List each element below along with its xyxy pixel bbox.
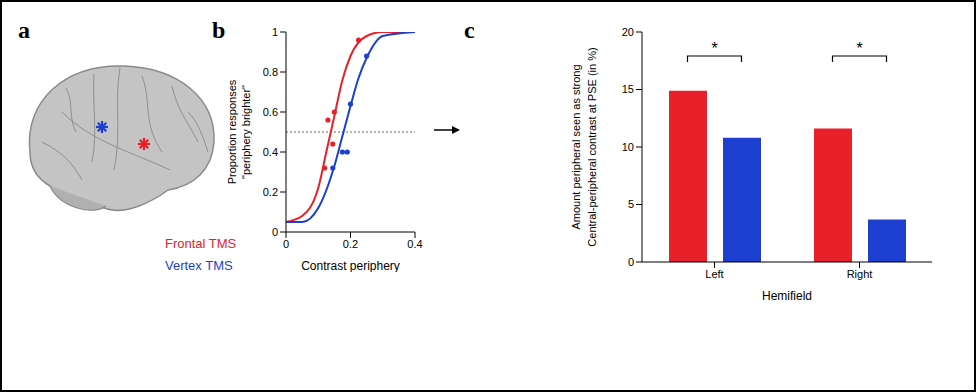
svg-text:0.2: 0.2 [343,238,358,250]
svg-text:"periphery brighter": "periphery brighter" [240,85,252,179]
svg-text:*: * [856,40,862,57]
svg-text:0: 0 [272,226,278,238]
svg-text:0.4: 0.4 [407,238,422,250]
svg-text:0.8: 0.8 [263,66,278,78]
svg-text:Vertex TMS: Vertex TMS [165,258,233,273]
svg-text:5: 5 [628,198,634,210]
svg-text:0: 0 [283,238,289,250]
svg-text:Frontal TMS: Frontal TMS [165,236,237,251]
svg-text:c: c [464,17,475,43]
svg-text:Central-peripheral contrast at: Central-peripheral contrast at PSE (in %… [586,47,598,246]
svg-text:b: b [212,17,225,43]
svg-text:Contrast periphery: Contrast periphery [301,259,400,272]
svg-text:Right: Right [847,268,873,280]
svg-text:20: 20 [622,26,634,38]
svg-text:0: 0 [628,256,634,268]
svg-text:*: * [711,40,717,57]
svg-text:Left: Left [705,268,723,280]
svg-text:0.6: 0.6 [263,106,278,118]
svg-text:0.2: 0.2 [263,186,278,198]
svg-text:0.4: 0.4 [263,146,278,158]
svg-text:15: 15 [622,83,634,95]
svg-text:1: 1 [272,26,278,38]
svg-text:Hemifield: Hemifield [762,289,812,302]
svg-text:Amount peripheral seen as stro: Amount peripheral seen as strong [570,64,582,229]
svg-text:10: 10 [622,141,634,153]
svg-text:a: a [18,17,30,43]
svg-text:Proportion responses: Proportion responses [226,79,238,184]
